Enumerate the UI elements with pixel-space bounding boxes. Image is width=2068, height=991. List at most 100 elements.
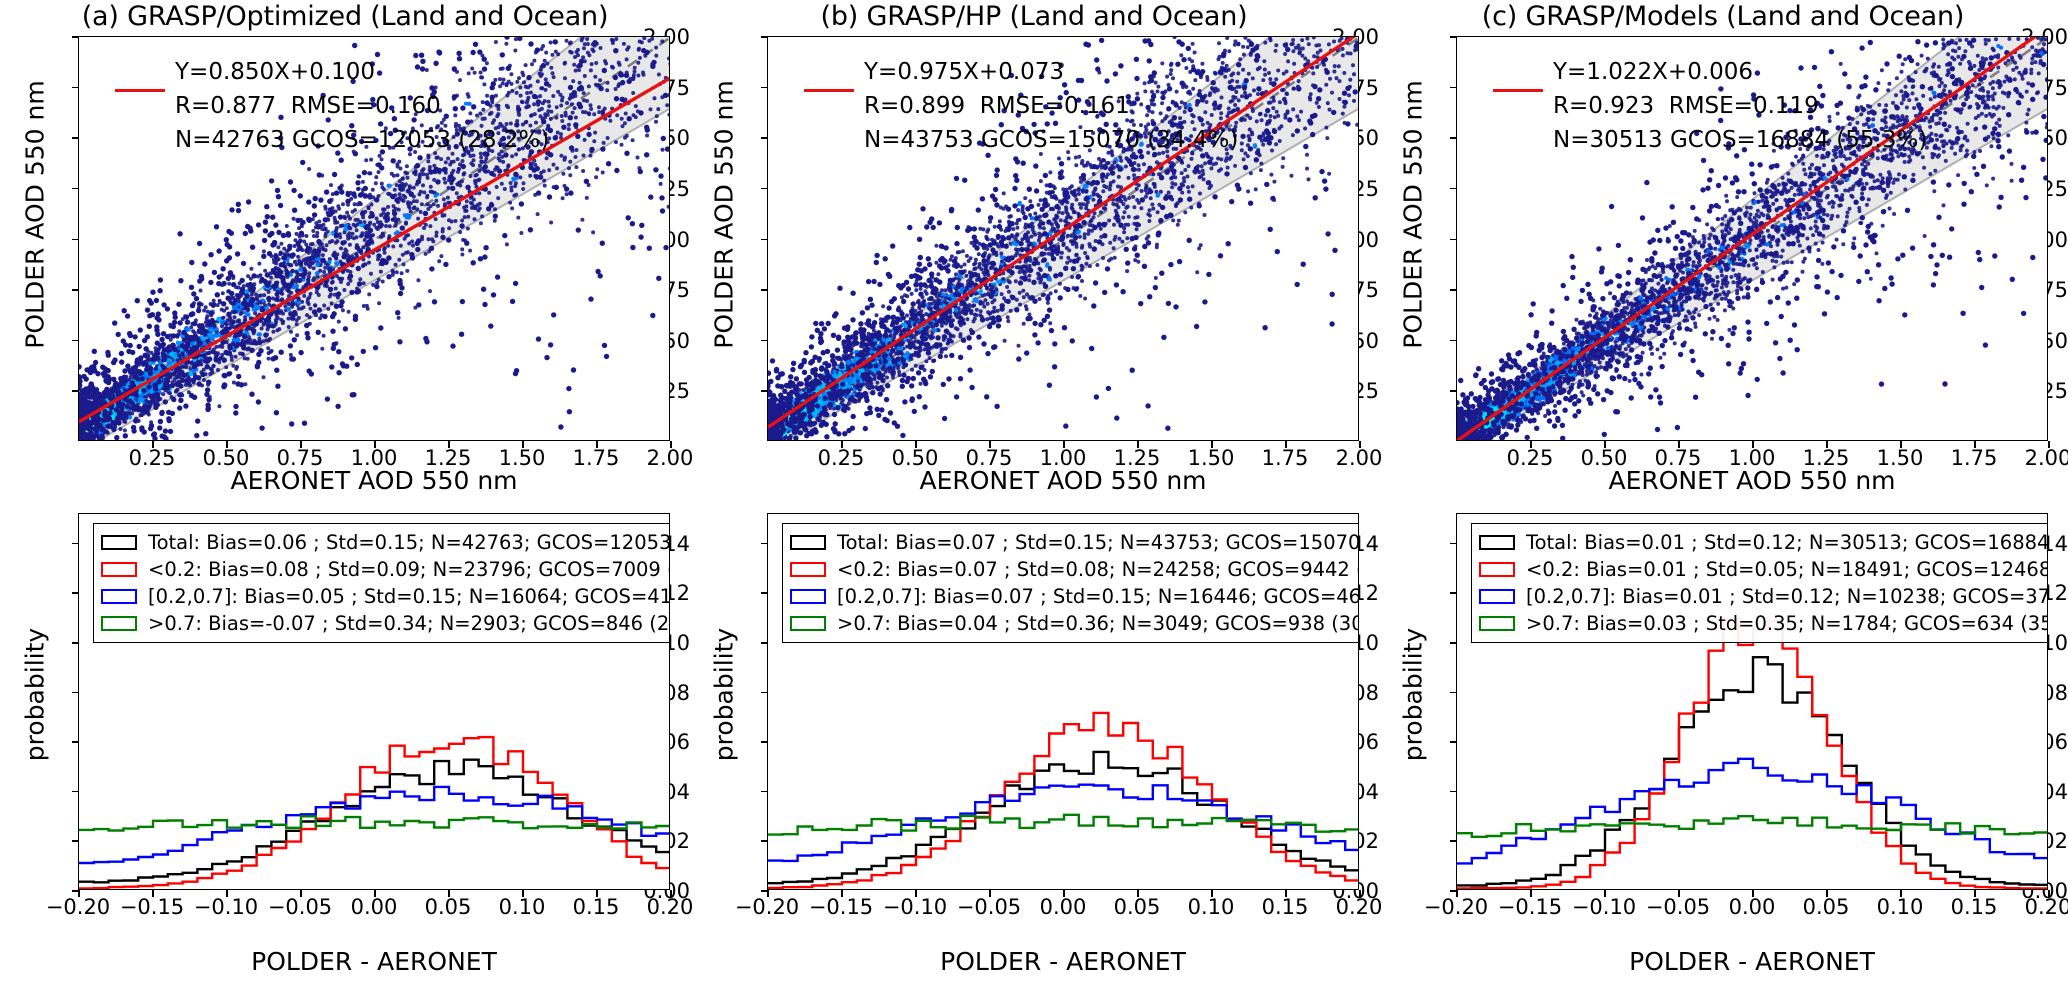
panel-title: (c) GRASP/Models (Land and Ocean)	[1378, 2, 2068, 32]
histogram-y-axis-label: probability	[1399, 505, 1428, 885]
histogram-x-tick-mark	[915, 890, 917, 897]
histogram-legend-label: Total: Bias=0.06 ; Std=0.15; N=42763; GC…	[148, 531, 670, 554]
regression-legend-swatch	[804, 89, 854, 92]
regression-legend-swatch	[115, 89, 165, 92]
scatter-x-tick: 1.25	[1786, 446, 1866, 470]
scatter-x-tick: 0.75	[260, 446, 340, 470]
histogram-legend-item: [0.2,0.7]: Bias=0.05 ; Std=0.15; N=16064…	[101, 583, 670, 610]
histogram-x-tick-mark	[1974, 890, 1976, 897]
scatter-x-tick-mark	[1974, 441, 1976, 448]
scatter-x-tick-mark	[1752, 441, 1754, 448]
panel-title: (b) GRASP/HP (Land and Ocean)	[689, 2, 1379, 32]
histogram-x-tick-mark	[1456, 890, 1458, 897]
scatter-x-axis-label: AERONET AOD 550 nm	[767, 466, 1359, 495]
histogram-legend-label: Total: Bias=0.01 ; Std=0.12; N=30513; GC…	[1526, 531, 2048, 554]
scatter-x-tick-mark	[841, 441, 843, 448]
scatter-x-tick-mark	[1285, 441, 1287, 448]
scatter-stats-line-3: N=30513 GCOS=16884 (55.3%)	[1553, 123, 1927, 157]
histogram-x-tick-mark	[1137, 890, 1139, 897]
histogram-x-tick-mark	[152, 890, 154, 897]
histogram-legend-label: >0.7: Bias=0.03 ; Std=0.35; N=1784; GCOS…	[1526, 612, 2048, 635]
histogram-x-axis-label: POLDER - AERONET	[767, 947, 1359, 976]
histogram-x-tick-mark	[448, 890, 450, 897]
scatter-x-tick-mark	[1826, 441, 1828, 448]
scatter-axes-area: Y=0.850X+0.100 R=0.877 RMSE=0.160 N=42763 …	[78, 36, 670, 441]
scatter-x-tick-mark	[522, 441, 524, 448]
scatter-stats-line-1: Y=0.975X+0.073	[864, 55, 1238, 89]
legend-swatch-icon	[1479, 616, 1515, 631]
scatter-x-tick-mark	[2048, 441, 2050, 448]
scatter-x-tick-mark	[1137, 441, 1139, 448]
histogram-legend-label: <0.2: Bias=0.07 ; Std=0.08; N=24258; GCO…	[837, 558, 1359, 581]
histogram-x-tick-mark	[1678, 890, 1680, 897]
scatter-stats-line-3: N=43753 GCOS=15070 (34.4%)	[864, 123, 1238, 157]
legend-swatch-icon	[1479, 589, 1515, 604]
panel-title: (a) GRASP/Optimized (Land and Ocean)	[0, 2, 690, 32]
scatter-x-tick: 0.25	[801, 446, 881, 470]
scatter-y-axis-label: POLDER AOD 550 nm	[710, 15, 739, 415]
legend-swatch-icon	[101, 562, 137, 577]
scatter-x-tick-mark	[1900, 441, 1902, 448]
histogram-legend-item: >0.7: Bias=0.03 ; Std=0.35; N=1784; GCOS…	[1479, 610, 2048, 637]
histogram-legend-item: <0.2: Bias=0.08 ; Std=0.09; N=23796; GCO…	[101, 556, 670, 583]
legend-swatch-icon	[101, 616, 137, 631]
histogram-x-tick-mark	[226, 890, 228, 897]
scatter-x-tick-mark	[1678, 441, 1680, 448]
histogram-axes-area: Total: Bias=0.01 ; Std=0.12; N=30513; GC…	[1456, 513, 2048, 890]
scatter-stats-line-3: N=42763 GCOS=12053 (28.2%)	[175, 123, 549, 157]
histogram-y-axis-label: probability	[710, 505, 739, 885]
scatter-x-tick: 0.50	[186, 446, 266, 470]
scatter-axes-area: Y=0.975X+0.073 R=0.899 RMSE=0.161 N=43753 …	[767, 36, 1359, 441]
histogram-legend-item: Total: Bias=0.01 ; Std=0.12; N=30513; GC…	[1479, 529, 2048, 556]
scatter-x-tick-mark	[670, 441, 672, 448]
legend-swatch-icon	[790, 589, 826, 604]
histogram-legend-item: Total: Bias=0.06 ; Std=0.15; N=42763; GC…	[101, 529, 670, 556]
scatter-x-tick: 0.25	[112, 446, 192, 470]
scatter-x-tick: 2.00	[2008, 446, 2068, 470]
histogram-x-tick-mark	[1530, 890, 1532, 897]
histogram-series-total	[1457, 657, 2048, 885]
scatter-x-tick-mark	[1604, 441, 1606, 448]
scatter-x-tick-mark	[989, 441, 991, 448]
legend-swatch-icon	[1479, 535, 1515, 550]
histogram-legend-item: [0.2,0.7]: Bias=0.07 ; Std=0.15; N=16446…	[790, 583, 1359, 610]
histogram-x-tick-mark	[1211, 890, 1213, 897]
scatter-x-tick-mark	[1063, 441, 1065, 448]
histogram-x-tick-mark	[522, 890, 524, 897]
scatter-x-tick-mark	[374, 441, 376, 448]
scatter-axes-area: Y=1.022X+0.006 R=0.923 RMSE=0.119 N=30513 …	[1456, 36, 2048, 441]
histogram-x-tick-mark	[767, 890, 769, 897]
histogram-legend-item: Total: Bias=0.07 ; Std=0.15; N=43753; GC…	[790, 529, 1359, 556]
histogram-x-tick-mark	[374, 890, 376, 897]
scatter-x-tick: 1.00	[1712, 446, 1792, 470]
scatter-x-tick-mark	[152, 441, 154, 448]
scatter-x-tick-mark	[1359, 441, 1361, 448]
legend-swatch-icon	[101, 535, 137, 550]
histogram-x-axis-label: POLDER - AERONET	[78, 947, 670, 976]
scatter-x-tick-mark	[226, 441, 228, 448]
histogram-legend-label: <0.2: Bias=0.01 ; Std=0.05; N=18491; GCO…	[1526, 558, 2048, 581]
legend-swatch-icon	[790, 616, 826, 631]
scatter-x-tick-mark	[448, 441, 450, 448]
histogram-x-tick-mark	[300, 890, 302, 897]
histogram-x-tick-mark	[2048, 890, 2050, 897]
histogram-axes-area: Total: Bias=0.07 ; Std=0.15; N=43753; GC…	[767, 513, 1359, 890]
legend-swatch-icon	[790, 562, 826, 577]
histogram-axes-area: Total: Bias=0.06 ; Std=0.15; N=42763; GC…	[78, 513, 670, 890]
scatter-x-tick: 0.50	[875, 446, 955, 470]
scatter-x-tick-mark	[915, 441, 917, 448]
histogram-legend-item: [0.2,0.7]: Bias=0.01 ; Std=0.12; N=10238…	[1479, 583, 2048, 610]
histogram-legend-label: Total: Bias=0.07 ; Std=0.15; N=43753; GC…	[837, 531, 1359, 554]
legend-swatch-icon	[101, 589, 137, 604]
histogram-x-tick: 0.20	[2003, 895, 2068, 919]
histogram-x-tick-mark	[78, 890, 80, 897]
scatter-x-tick: 1.75	[1934, 446, 2014, 470]
histogram-y-axis-label: probability	[21, 505, 50, 885]
histogram-legend-item: >0.7: Bias=-0.07 ; Std=0.34; N=2903; GCO…	[101, 610, 670, 637]
histogram-x-tick-mark	[1285, 890, 1287, 897]
scatter-plot-b: (b) GRASP/HP (Land and Ocean) POLDER AOD …	[689, 0, 1379, 495]
scatter-y-axis-label: POLDER AOD 550 nm	[21, 15, 50, 415]
